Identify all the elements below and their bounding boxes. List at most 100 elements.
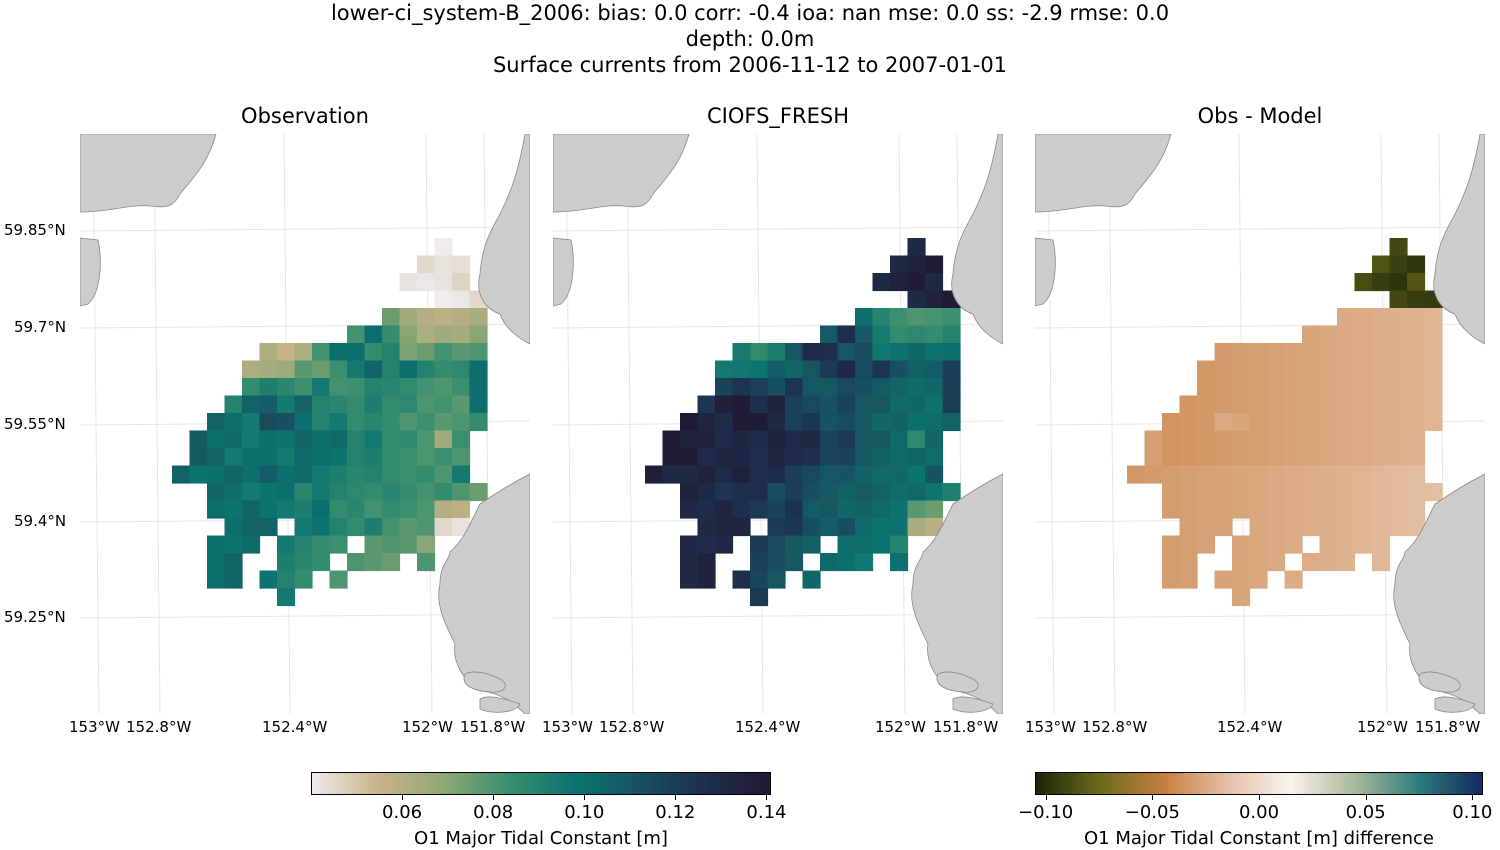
grid-cell — [820, 448, 839, 467]
grid-cell — [1249, 465, 1268, 484]
grid-cell — [820, 430, 839, 449]
grid-cell — [855, 518, 874, 537]
grid-cell — [1354, 465, 1373, 484]
grid-cell — [259, 343, 278, 362]
grid-cell — [277, 360, 296, 379]
grid-cell — [1232, 588, 1251, 607]
grid-cell — [820, 500, 839, 519]
grid-cell — [785, 430, 804, 449]
grid-cell — [364, 360, 383, 379]
land-polygon — [936, 671, 979, 693]
grid-cell — [364, 465, 383, 484]
grid-cell — [434, 483, 453, 502]
grid-cell — [469, 483, 488, 502]
grid-cell — [259, 483, 278, 502]
grid-cell — [294, 553, 313, 572]
land-polygon — [463, 671, 506, 693]
grid-cell — [1372, 413, 1391, 432]
grid-cell — [242, 535, 261, 554]
grid-cell — [277, 465, 296, 484]
grid-cell — [1389, 413, 1408, 432]
grid-cell — [1424, 395, 1443, 414]
grid-cell — [1284, 343, 1303, 362]
grid-cell — [837, 395, 856, 414]
grid-cell — [767, 518, 786, 537]
grid-cell — [767, 570, 786, 589]
grid-cell — [277, 395, 296, 414]
grid-cell — [855, 535, 874, 554]
grid-cell — [890, 360, 909, 379]
colorbar-tickmark — [766, 795, 768, 800]
grid-cell — [1214, 343, 1233, 362]
grid-cell — [697, 535, 716, 554]
grid-cell — [890, 325, 909, 344]
grid-cell — [662, 430, 681, 449]
grid-cell — [1389, 308, 1408, 327]
grid-cell — [1389, 343, 1408, 362]
grid-cell — [697, 465, 716, 484]
grid-cell — [802, 500, 821, 519]
grid-cell — [1232, 413, 1251, 432]
grid-cell — [785, 448, 804, 467]
grid-cell — [855, 553, 874, 572]
grid-cell — [329, 430, 348, 449]
grid-cell — [1319, 518, 1338, 537]
grid-cell — [942, 308, 961, 327]
grid-cell — [294, 448, 313, 467]
grid-cell — [1407, 343, 1426, 362]
lon-label: 152.4°W — [1217, 718, 1283, 736]
grid-cell — [1372, 273, 1391, 292]
grid-cell — [469, 395, 488, 414]
grid-cell — [1249, 360, 1268, 379]
grid-cell — [382, 553, 401, 572]
grid-cell — [1389, 378, 1408, 397]
grid-cell — [750, 500, 769, 519]
grid-cell — [347, 448, 366, 467]
grid-cell — [750, 483, 769, 502]
grid-cell — [942, 413, 961, 432]
grid-cell — [1249, 413, 1268, 432]
grid-cell — [434, 343, 453, 362]
grid-cell — [925, 290, 944, 309]
grid-cell — [399, 535, 418, 554]
map-difference — [1035, 134, 1485, 714]
grid-cell — [802, 343, 821, 362]
grid-cell — [434, 465, 453, 484]
grid-cell — [1179, 500, 1198, 519]
grid-cell — [855, 395, 874, 414]
grid-cell — [329, 570, 348, 589]
grid-cell — [347, 395, 366, 414]
grid-cell — [1162, 430, 1181, 449]
grid-cell — [1144, 448, 1163, 467]
grid-cell — [750, 553, 769, 572]
grid-cell — [1372, 343, 1391, 362]
grid-cell — [242, 413, 261, 432]
grid-cell — [1354, 518, 1373, 537]
grid-cell — [802, 360, 821, 379]
grid-cell — [785, 500, 804, 519]
grid-cell — [172, 465, 191, 484]
grid-cell — [417, 343, 436, 362]
grid-cell — [680, 553, 699, 572]
grid-cell — [399, 483, 418, 502]
grid-cell — [417, 255, 436, 274]
grid-cell — [907, 448, 926, 467]
grid-cell — [1372, 395, 1391, 414]
grid-cell — [1232, 535, 1251, 554]
colorbar-difference-label: O1 Major Tidal Constant [m] difference — [1084, 828, 1434, 849]
lon-label: 152.8°W — [126, 718, 192, 736]
grid-cell — [382, 378, 401, 397]
grid-cell — [1319, 378, 1338, 397]
grid-cell — [872, 308, 891, 327]
lon-label: 152°W — [1357, 718, 1408, 736]
colorbar-tick-label: 0.06 — [382, 802, 423, 823]
grid-cell — [855, 483, 874, 502]
grid-cell — [364, 448, 383, 467]
grid-cell — [1232, 343, 1251, 362]
grid-cell — [224, 553, 243, 572]
lat-label: 59.7°N — [14, 318, 67, 336]
map-canvas — [80, 134, 530, 714]
grid-cell — [347, 360, 366, 379]
grid-cell — [942, 395, 961, 414]
grid-cell — [1337, 360, 1356, 379]
